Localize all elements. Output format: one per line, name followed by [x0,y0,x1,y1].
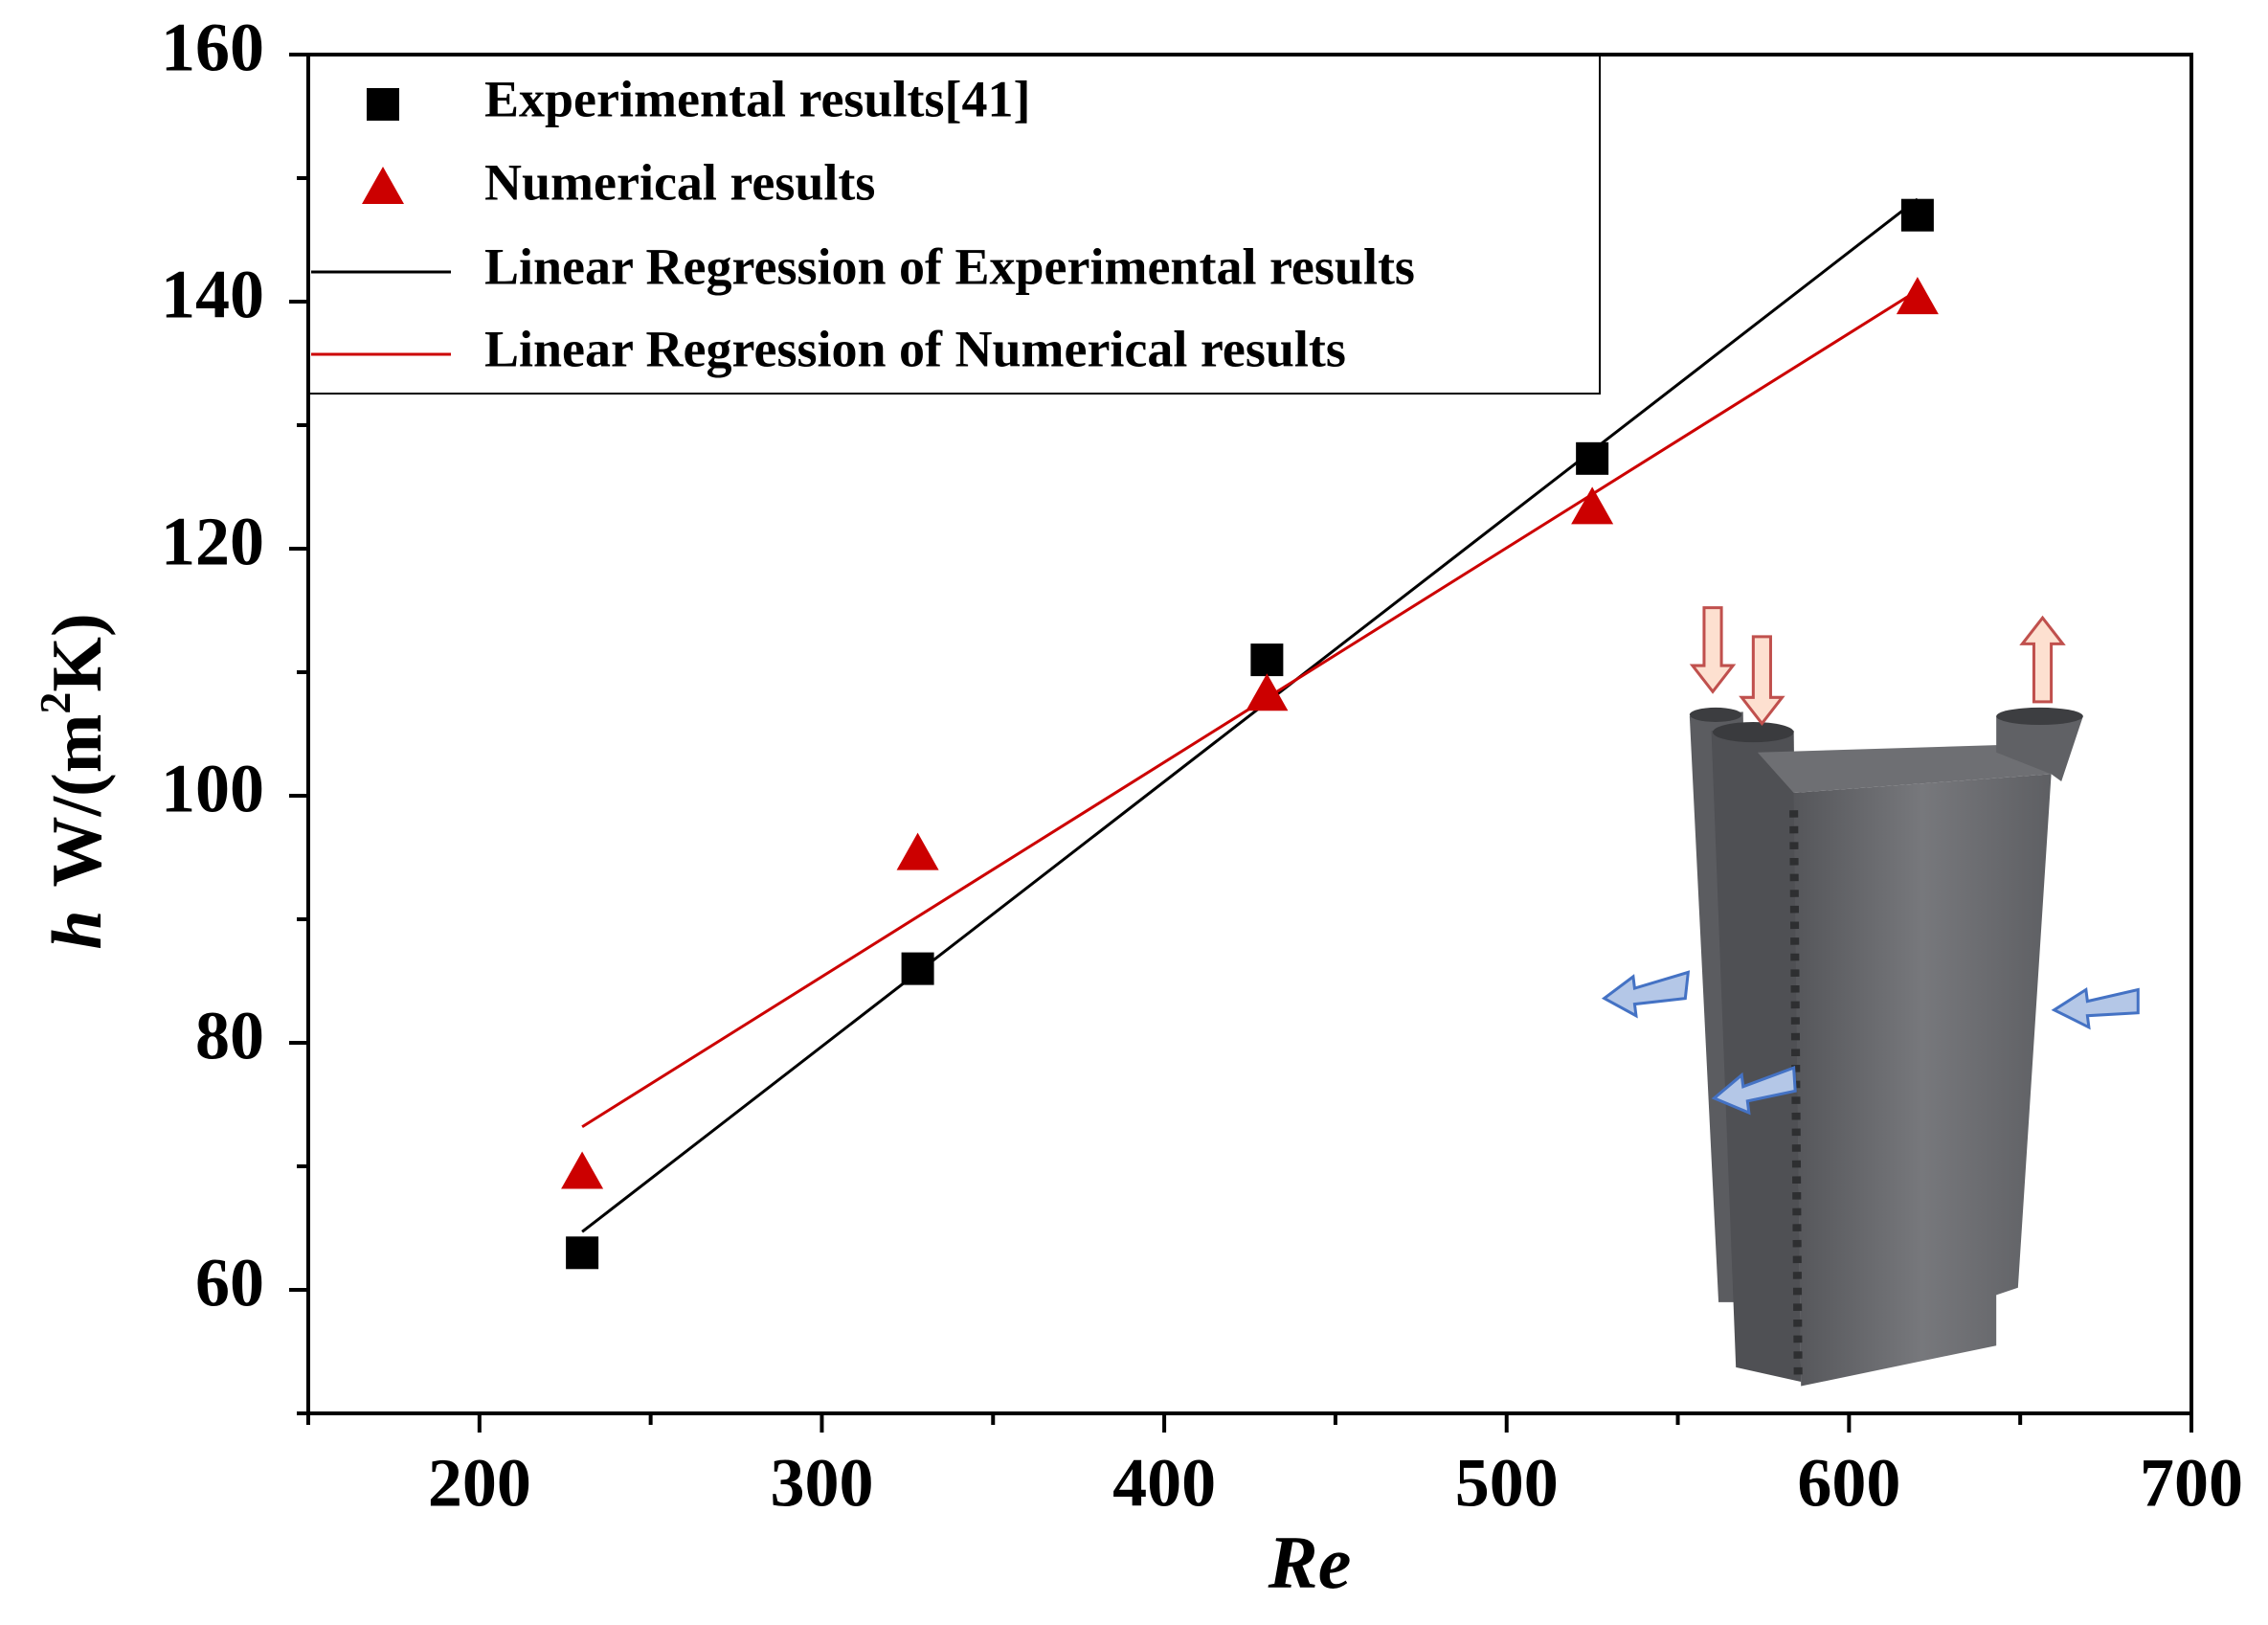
x-tick-label: 400 [1112,1445,1216,1522]
photo-inset [1601,606,2140,1387]
square-marker [1250,643,1284,677]
x-tick-label: 500 [1455,1445,1559,1522]
regression-line [581,197,1919,1233]
x-tick-label: 700 [2140,1445,2243,1522]
y-tick-label: 80 [195,998,264,1074]
square-marker [1576,441,1609,475]
x-tick-label: 300 [770,1445,873,1522]
x-tick-label: 200 [428,1445,531,1522]
legend-label: Experimental results[41] [484,70,1030,127]
square-marker [1900,198,1934,232]
square-marker [367,88,399,121]
legend-label: Linear Regression of Experimental result… [484,237,1415,295]
legend-box [307,54,1601,395]
triangle-marker [1896,277,1939,315]
triangle-marker [1246,673,1289,711]
x-axis-label: Re [1268,1521,1352,1604]
triangle-marker [561,1151,604,1189]
y-label-part: h [38,910,117,949]
square-marker [566,1236,599,1270]
y-label-part: K) [38,613,117,691]
triangle-marker [896,832,939,870]
y-tick-label: 140 [161,257,264,333]
y-tick-label: 120 [161,504,264,580]
y-tick-label: 60 [195,1245,264,1321]
x-tick-label: 600 [1797,1445,1900,1522]
y-axis-label: h W/(m2K) [31,613,117,949]
legend-label: Linear Regression of Numerical results [484,320,1346,377]
triangle-marker [362,167,404,204]
y-tick-label: 100 [161,751,264,827]
y-label-part: W/(m [38,714,117,888]
y-label-part: 2 [31,692,79,714]
legend-label: Numerical results [484,153,875,211]
square-marker [901,952,934,985]
triangle-marker [1571,486,1614,525]
y-tick-label: 160 [161,10,264,86]
